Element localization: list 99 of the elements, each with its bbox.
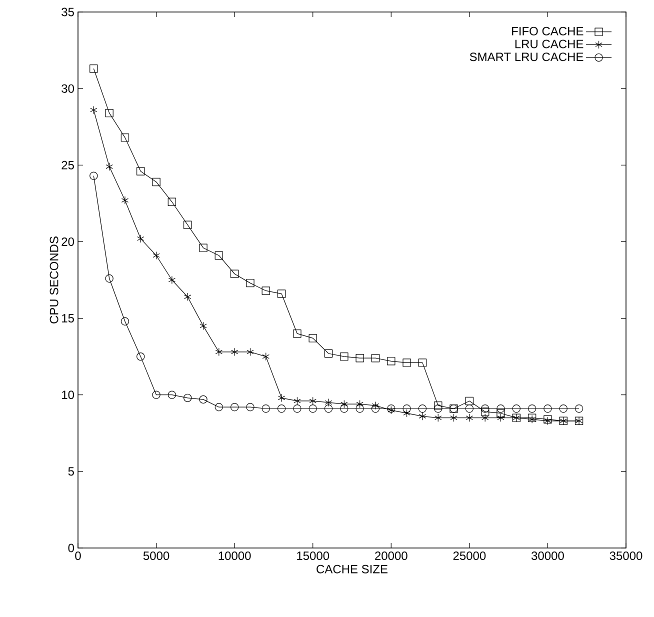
point <box>106 162 113 171</box>
point <box>168 198 176 206</box>
point <box>184 394 192 402</box>
point <box>434 401 442 410</box>
point <box>387 357 396 366</box>
x-tick-label: 5000 <box>143 552 170 560</box>
x-axis-title: CACHE SIZE <box>316 564 388 574</box>
point <box>214 403 224 412</box>
y-tick-label: 20 <box>62 237 74 246</box>
point <box>230 348 238 356</box>
x-tick-label: 35000 <box>610 552 642 560</box>
point <box>309 396 316 406</box>
point <box>262 352 270 361</box>
x-tick-label: 30000 <box>531 552 564 560</box>
point <box>418 404 427 413</box>
point <box>371 354 380 362</box>
point <box>544 404 552 413</box>
point <box>324 349 333 358</box>
y-tick-label: 0 <box>68 544 74 552</box>
y-tick-label: 35 <box>62 8 74 16</box>
point <box>136 167 145 176</box>
point <box>340 404 348 413</box>
point <box>120 317 130 326</box>
y-tick-label: 25 <box>62 160 74 170</box>
point <box>200 322 207 330</box>
point <box>371 404 380 413</box>
point <box>246 403 254 412</box>
point <box>136 352 145 361</box>
point <box>418 412 426 420</box>
point <box>324 398 332 407</box>
point <box>168 390 176 399</box>
point <box>450 414 458 422</box>
y-tick-label: 5 <box>68 467 74 476</box>
point <box>199 395 208 404</box>
point <box>105 108 114 118</box>
point <box>277 404 286 413</box>
point <box>402 358 411 367</box>
point <box>246 278 254 288</box>
x-tick-label: 15000 <box>297 552 330 560</box>
point <box>246 348 254 356</box>
point <box>90 106 98 114</box>
legend-label: LRU CACHE <box>515 40 584 48</box>
point <box>308 404 317 413</box>
point <box>466 414 474 422</box>
point <box>574 404 584 413</box>
point <box>152 251 160 260</box>
point <box>215 348 223 356</box>
x-tick-label: 0 <box>75 552 81 560</box>
point <box>293 404 302 413</box>
x-tick-label: 25000 <box>453 552 486 560</box>
point <box>308 334 317 342</box>
y-axis-title: CPU SECONDS <box>50 236 58 324</box>
point <box>340 400 348 408</box>
point <box>137 234 144 243</box>
point <box>324 404 333 413</box>
point <box>528 404 536 413</box>
legend-label: FIFO CACHE <box>512 26 584 36</box>
point <box>294 396 301 406</box>
point <box>512 404 521 413</box>
y-tick-label: 30 <box>62 84 74 93</box>
point <box>340 352 348 361</box>
point <box>278 394 286 402</box>
point <box>496 404 505 413</box>
point <box>465 404 474 413</box>
point <box>90 172 98 180</box>
y-tick-label: 10 <box>62 390 74 400</box>
x-tick-label: 20000 <box>375 552 408 560</box>
point <box>121 196 129 204</box>
point <box>262 286 270 295</box>
point <box>90 64 98 73</box>
point <box>184 292 192 301</box>
point <box>356 354 364 362</box>
point <box>230 403 239 412</box>
point <box>465 396 474 406</box>
point <box>262 404 270 413</box>
legend-label: SMART LRU CACHE <box>470 52 584 62</box>
point <box>277 290 286 298</box>
point <box>356 404 364 413</box>
point <box>293 329 302 338</box>
point <box>434 414 442 422</box>
point <box>230 270 239 278</box>
point <box>403 409 410 418</box>
point <box>152 390 160 399</box>
point <box>199 244 208 252</box>
point <box>372 401 380 410</box>
point <box>434 404 442 413</box>
point <box>152 178 160 186</box>
point <box>480 404 490 413</box>
point <box>105 274 114 283</box>
point <box>559 404 568 413</box>
point <box>418 358 427 367</box>
point <box>168 276 176 284</box>
point <box>184 220 192 229</box>
y-tick-label: 15 <box>62 314 74 322</box>
point <box>214 251 224 260</box>
x-tick-label: 10000 <box>218 552 251 560</box>
point <box>356 400 364 408</box>
point <box>120 133 130 142</box>
point <box>402 404 411 413</box>
